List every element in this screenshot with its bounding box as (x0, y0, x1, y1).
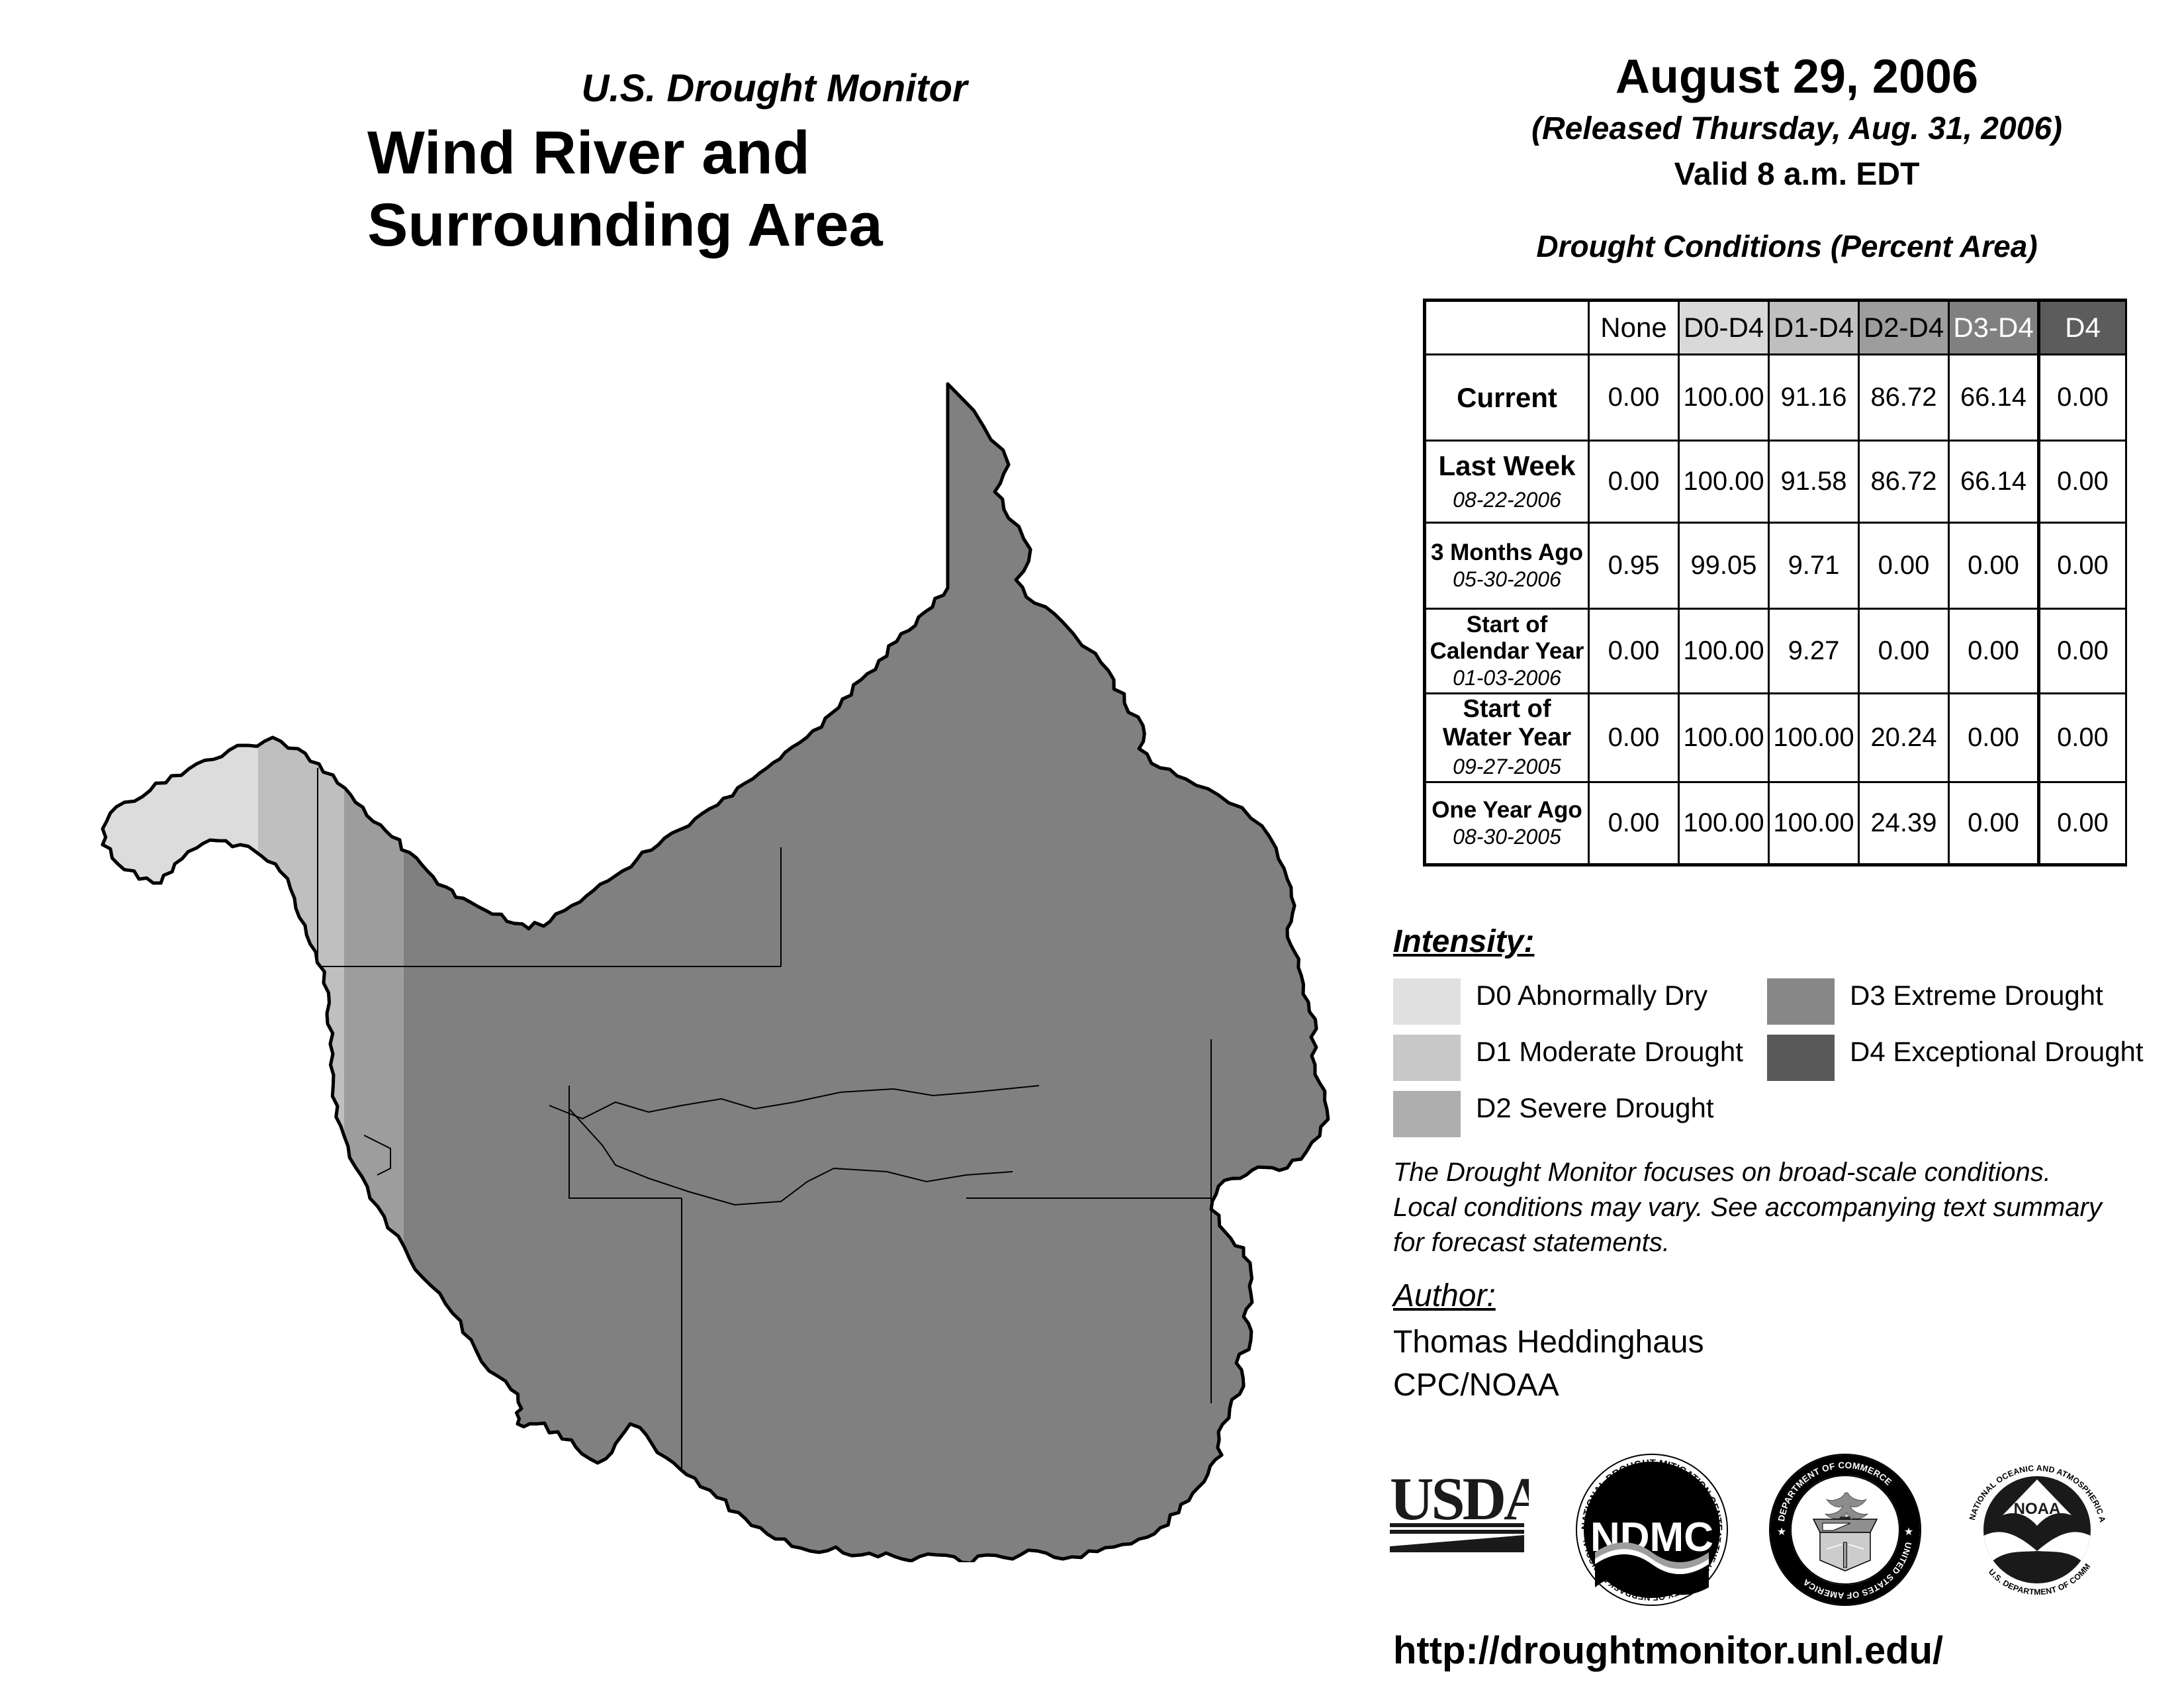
svg-text:USDA: USDA (1390, 1465, 1529, 1532)
svg-text:★: ★ (1777, 1526, 1786, 1538)
svg-text:NOAA: NOAA (2014, 1500, 2061, 1518)
svg-text:★: ★ (1904, 1526, 1913, 1538)
